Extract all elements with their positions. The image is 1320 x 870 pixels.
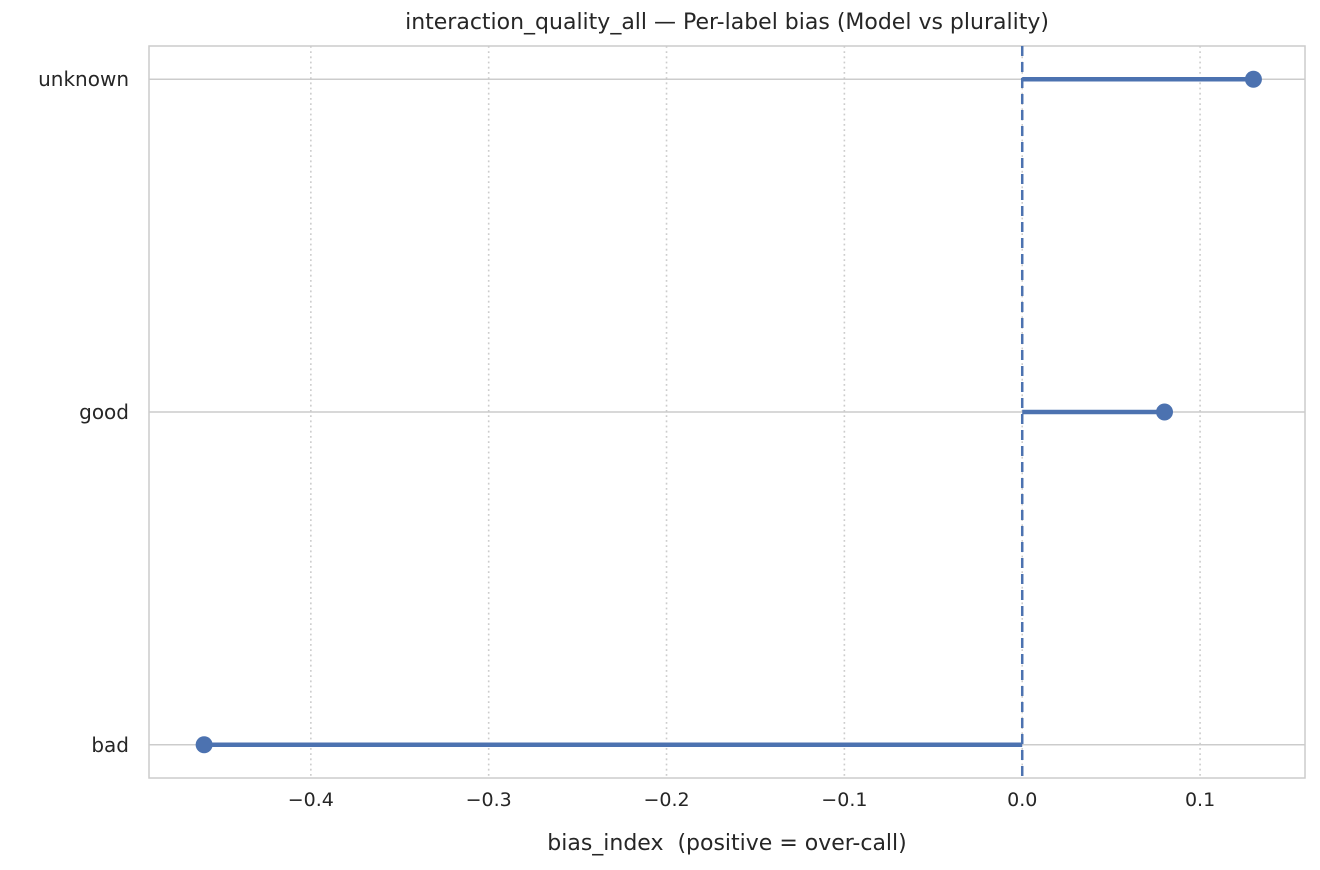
x-tick-label: −0.4 xyxy=(287,789,334,811)
dot-unknown xyxy=(1244,70,1262,88)
y-tick-label-bad: bad xyxy=(91,732,129,757)
x-tick-label: −0.3 xyxy=(465,789,512,811)
dot-bad xyxy=(195,736,213,754)
x-tick-label: 0.1 xyxy=(1184,789,1216,811)
x-tick-label: −0.1 xyxy=(821,789,868,811)
y-tick-label-good: good xyxy=(79,400,129,424)
x-axis-label: bias_index (positive = over-call) xyxy=(547,831,907,856)
plot-border xyxy=(148,45,1306,779)
dot-good xyxy=(1156,403,1174,421)
chart-title: interaction_quality_all — Per-label bias… xyxy=(405,10,1049,35)
x-tick-label: 0.0 xyxy=(1007,789,1038,811)
y-tick-label-unknown: unknown xyxy=(38,67,129,92)
x-tick-label: −0.2 xyxy=(643,789,690,811)
